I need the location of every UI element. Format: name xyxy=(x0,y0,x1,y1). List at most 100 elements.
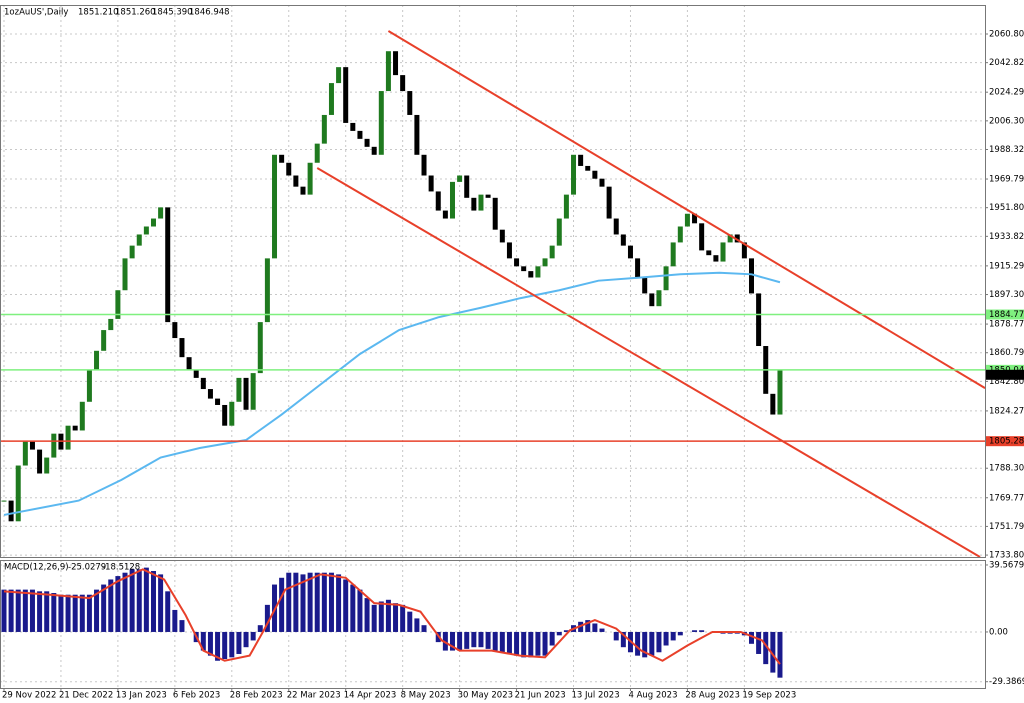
macd-bar xyxy=(207,631,213,656)
candle xyxy=(734,234,740,243)
candle xyxy=(670,242,676,267)
candle xyxy=(393,51,399,76)
macd-bar xyxy=(756,631,762,654)
macd-bar xyxy=(542,631,548,656)
candle xyxy=(257,322,263,374)
candle xyxy=(328,83,334,115)
candle xyxy=(407,91,413,115)
y-tick-label: 1969.790 xyxy=(989,175,1024,185)
macd-bar xyxy=(364,598,370,632)
trend-line xyxy=(316,167,981,557)
candle xyxy=(756,293,762,347)
candle xyxy=(250,373,256,410)
candle xyxy=(136,234,142,246)
candle xyxy=(620,234,626,246)
macd-bar xyxy=(94,589,100,632)
macd-bar xyxy=(279,577,285,632)
macd-bar xyxy=(471,631,477,648)
candle xyxy=(649,293,655,307)
macd-bar xyxy=(449,631,455,651)
macd-bar xyxy=(385,599,391,632)
macd-bar xyxy=(635,631,641,656)
candle xyxy=(656,290,662,307)
macd-bar xyxy=(506,631,512,654)
macd-bar xyxy=(22,589,28,632)
plot-area xyxy=(1,30,985,557)
candle xyxy=(200,377,206,390)
macd-bar xyxy=(521,631,527,658)
macd-bar xyxy=(108,579,114,632)
macd-bar xyxy=(72,594,78,632)
macd-bar xyxy=(620,631,626,648)
candle xyxy=(378,91,384,155)
macd-bar xyxy=(286,572,292,632)
candle xyxy=(129,245,135,259)
macd-bar xyxy=(122,572,128,632)
candle xyxy=(222,404,228,426)
candle xyxy=(122,258,128,291)
candle xyxy=(677,226,683,243)
macd-bar xyxy=(692,630,698,632)
macd-bar xyxy=(663,631,669,646)
macd-bar xyxy=(136,569,142,632)
macd-frame xyxy=(0,560,986,689)
candle xyxy=(236,377,242,402)
candle xyxy=(414,114,420,155)
macd-bar xyxy=(528,631,534,658)
macd-bar xyxy=(236,631,242,654)
x-tick-label: 6 Feb 2023 xyxy=(173,691,221,701)
price-marker-label: 1846.948 xyxy=(989,370,1024,380)
candle xyxy=(101,330,107,351)
candle xyxy=(108,318,114,331)
macd-bar xyxy=(328,572,334,632)
level-label-box xyxy=(986,309,1024,320)
candle xyxy=(229,401,235,426)
y-tick-label: 1751.790 xyxy=(989,522,1024,532)
candle xyxy=(421,154,427,176)
macd-bar xyxy=(215,631,221,661)
candle xyxy=(499,229,505,243)
candle xyxy=(720,242,726,262)
y-tick-label: 1951.805 xyxy=(989,203,1024,213)
macd-bar xyxy=(257,625,263,632)
macd-bar xyxy=(158,574,164,632)
candle xyxy=(428,175,434,192)
macd-bar xyxy=(264,604,270,632)
candle xyxy=(478,194,484,211)
candle xyxy=(279,154,285,163)
macd-bar xyxy=(549,631,555,646)
macd-bar xyxy=(307,572,313,632)
price-marker-box xyxy=(986,369,1024,380)
x-tick-label: 30 May 2023 xyxy=(458,691,513,701)
x-tick-label: 4 Aug 2023 xyxy=(628,691,677,701)
y-tick-label: 2006.305 xyxy=(989,116,1024,126)
macd-bar xyxy=(143,567,149,632)
macd-bar xyxy=(343,579,349,632)
signal-line xyxy=(3,568,781,665)
macd-bar xyxy=(150,571,156,632)
candle xyxy=(8,500,14,522)
plot-layer: 2060.805 2042.820 2024.290 2006.305 1988.320… xyxy=(0,5,1024,701)
x-tick-label: 21 Dec 2022 xyxy=(59,691,113,701)
macd-bar xyxy=(172,609,178,632)
candle xyxy=(642,277,648,294)
macd-bar xyxy=(222,631,228,660)
moving-average xyxy=(3,271,781,516)
candle xyxy=(293,175,299,187)
candle xyxy=(528,271,534,278)
candle xyxy=(635,258,641,278)
macd-bar xyxy=(101,584,107,632)
candle xyxy=(506,242,512,259)
ohlc-high: 1851.260 xyxy=(115,8,156,18)
macd-bar xyxy=(656,631,662,653)
macd-bar xyxy=(65,594,71,632)
symbol-title: 1ozAuUS',Daily xyxy=(4,8,68,18)
candle xyxy=(193,369,199,378)
macd-bar xyxy=(86,594,92,632)
candle xyxy=(115,290,121,319)
ohlc-open: 1851.210 xyxy=(78,8,119,18)
macd-bar xyxy=(357,589,363,632)
candle xyxy=(385,51,391,92)
macd-bar xyxy=(464,631,470,649)
